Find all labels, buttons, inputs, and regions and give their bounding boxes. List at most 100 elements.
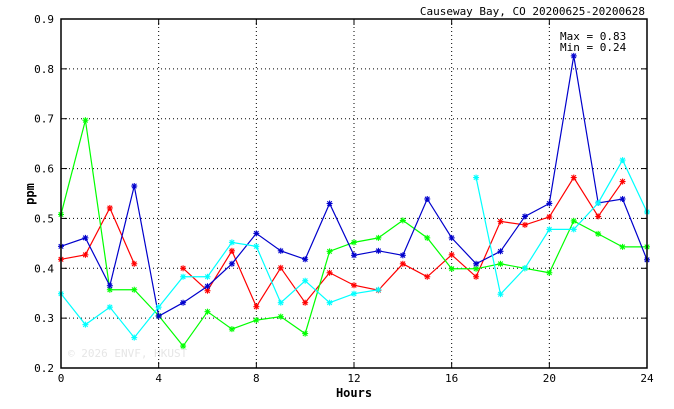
data-point xyxy=(326,299,333,306)
data-point xyxy=(155,304,162,311)
data-point xyxy=(570,52,577,59)
data-point xyxy=(399,260,406,267)
data-point xyxy=(82,321,89,328)
data-point xyxy=(619,157,626,164)
data-point xyxy=(497,218,504,225)
data-point xyxy=(399,252,406,259)
data-point xyxy=(131,334,138,341)
data-point xyxy=(180,273,187,280)
data-point xyxy=(521,213,528,220)
data-point xyxy=(619,195,626,202)
x-tick-label: 16 xyxy=(445,372,458,385)
data-point xyxy=(619,243,626,250)
y-tick-label: 0.3 xyxy=(34,312,54,325)
data-point xyxy=(228,260,235,267)
data-point xyxy=(424,273,431,280)
data-point xyxy=(351,290,357,297)
data-point xyxy=(180,265,187,272)
data-point xyxy=(228,326,235,333)
data-point xyxy=(277,247,284,254)
annotation-max: Max = 0.83 xyxy=(560,30,626,43)
data-point xyxy=(473,174,480,181)
data-point xyxy=(326,248,333,255)
gridlines xyxy=(61,19,647,368)
data-point xyxy=(82,251,89,258)
series-line xyxy=(60,120,647,348)
data-point xyxy=(326,269,333,276)
data-point xyxy=(277,264,284,271)
data-point xyxy=(546,200,553,207)
y-tick-label: 0.9 xyxy=(34,13,54,26)
data-point xyxy=(473,273,480,280)
data-point xyxy=(155,313,162,320)
chart-title: Causeway Bay, CO 20200625-20200628 xyxy=(420,5,645,18)
y-axis-label: ppm xyxy=(23,183,37,205)
y-tick-label: 0.4 xyxy=(34,262,54,275)
y-tick-label: 0.5 xyxy=(34,212,54,225)
series-line xyxy=(60,241,379,339)
x-tick-label: 12 xyxy=(347,372,360,385)
axis-ticks: 0 4 8 12 16 20 24 0.2 0.3 0.4 0.5 0.6 0.7 0.8 0.9 xyxy=(34,13,654,385)
data-point xyxy=(326,200,333,207)
data-point xyxy=(131,286,138,293)
data-point xyxy=(375,234,382,241)
series-4 xyxy=(58,157,650,341)
series-1 xyxy=(58,174,626,310)
data-point xyxy=(106,282,113,289)
data-point xyxy=(595,213,602,220)
data-point xyxy=(82,117,89,124)
data-point xyxy=(82,234,89,241)
data-point xyxy=(302,330,309,337)
data-point xyxy=(180,343,187,350)
x-tick-label: 8 xyxy=(253,372,260,385)
data-point xyxy=(595,199,602,206)
data-point xyxy=(521,265,528,272)
data-point xyxy=(570,174,577,181)
data-point xyxy=(302,256,309,263)
data-point xyxy=(521,221,528,228)
data-point xyxy=(253,230,260,237)
data-point xyxy=(497,260,504,267)
data-point xyxy=(180,299,187,306)
x-axis-label: Hours xyxy=(336,386,372,400)
data-point xyxy=(228,247,235,254)
y-tick-label: 0.8 xyxy=(34,63,54,76)
data-point xyxy=(424,234,431,241)
x-tick-label: 24 xyxy=(640,372,654,385)
data-point xyxy=(253,243,260,250)
data-point xyxy=(546,269,553,276)
data-point xyxy=(351,239,357,246)
data-point xyxy=(546,213,553,220)
data-point xyxy=(302,299,309,306)
data-point xyxy=(448,251,455,258)
data-point xyxy=(375,286,382,293)
data-point xyxy=(277,299,284,306)
data-point xyxy=(228,239,235,246)
data-point xyxy=(570,226,577,233)
series-group xyxy=(58,52,650,350)
data-point xyxy=(106,286,113,293)
data-point xyxy=(619,178,626,185)
series-line xyxy=(60,55,648,318)
data-point xyxy=(131,260,138,267)
data-point xyxy=(375,247,382,254)
data-point xyxy=(351,252,357,259)
data-point xyxy=(399,217,406,224)
data-point xyxy=(277,313,284,320)
data-point xyxy=(473,260,480,267)
x-tick-label: 20 xyxy=(543,372,556,385)
data-point xyxy=(497,291,504,298)
data-point xyxy=(497,248,504,255)
data-point xyxy=(204,283,211,290)
data-point xyxy=(204,308,211,315)
data-point xyxy=(253,317,260,324)
x-tick-label: 0 xyxy=(58,372,65,385)
data-point xyxy=(131,183,138,190)
data-point xyxy=(204,273,211,280)
data-point xyxy=(595,230,602,237)
data-point xyxy=(253,303,260,310)
y-tick-label: 0.7 xyxy=(34,113,54,126)
annotation-min: Min = 0.24 xyxy=(560,41,627,54)
data-point xyxy=(546,226,553,233)
